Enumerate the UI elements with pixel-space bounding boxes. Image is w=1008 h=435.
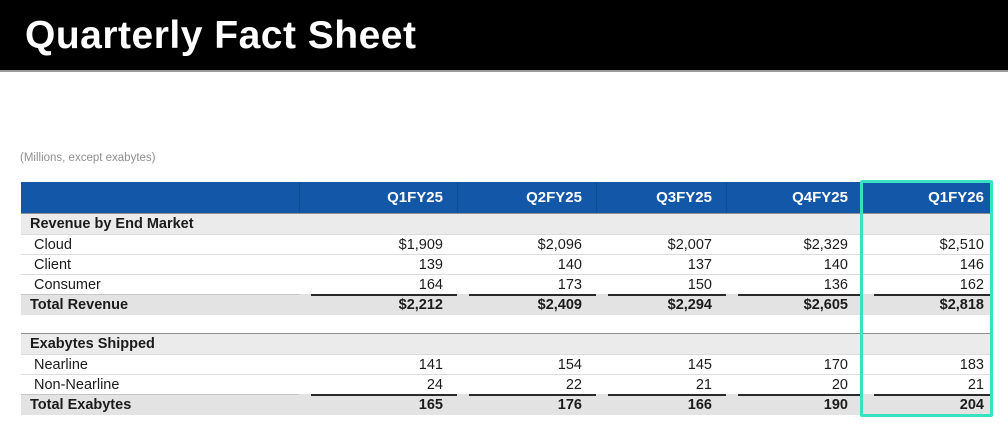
row-label-consumer: Consumer [21,274,299,294]
cloud-value-q2fy25: $2,096 [457,234,596,254]
total-revenue-value-q1fy26: $2,818 [862,294,990,315]
total-exabytes-value-q3fy25: 166 [596,394,726,415]
cloud-value-q3fy25: $2,007 [596,234,726,254]
page-title: Quarterly Fact Sheet [25,13,417,57]
section-heading-exabytes-shipped: Exabytes Shipped [21,333,990,354]
non-nearline-value-q3fy25: 21 [596,374,726,394]
total-row-total-exabytes: Total Exabytes 165 176 166 190 204 [21,394,990,415]
total-label-total-revenue: Total Revenue [21,294,299,315]
section-gap-cell [21,315,990,333]
total-exabytes-value-q4fy25: 190 [726,394,862,415]
data-row-nearline: Nearline 141 154 145 170 183 [21,354,990,374]
column-header-row: Q1FY25 Q2FY25 Q3FY25 Q4FY25 Q1FY26 [21,182,990,213]
column-header-spacer [21,182,299,213]
data-row-non-nearline: Non-Nearline 24 22 21 20 21 [21,374,990,394]
units-note: (Millions, except exabytes) [20,152,156,164]
cloud-value-q1fy25: $1,909 [299,234,457,254]
data-row-consumer: Consumer 164 173 150 136 162 [21,274,990,294]
consumer-value-q1fy26: 162 [862,274,990,294]
nearline-value-q2fy25: 154 [457,354,596,374]
column-header-q2fy25: Q2FY25 [457,182,596,213]
client-value-q2fy25: 140 [457,254,596,274]
total-exabytes-value-q1fy26: 204 [862,394,990,415]
row-label-non-nearline: Non-Nearline [21,374,299,394]
consumer-value-q1fy25: 164 [299,274,457,294]
nearline-value-q1fy26: 183 [862,354,990,374]
non-nearline-value-q4fy25: 20 [726,374,862,394]
total-revenue-value-q1fy25: $2,212 [299,294,457,315]
row-label-cloud: Cloud [21,234,299,254]
section-gap-row [21,315,990,333]
cloud-value-q4fy25: $2,329 [726,234,862,254]
non-nearline-value-q2fy25: 22 [457,374,596,394]
total-label-total-exabytes: Total Exabytes [21,394,299,415]
total-revenue-value-q2fy25: $2,409 [457,294,596,315]
total-row-total-revenue: Total Revenue $2,212 $2,409 $2,294 $2,605 $2,… [21,294,990,315]
total-revenue-value-q4fy25: $2,605 [726,294,862,315]
section-heading-row-revenue-by-end-market: Revenue by End Market [21,213,990,234]
column-header-q3fy25: Q3FY25 [596,182,726,213]
row-label-nearline: Nearline [21,354,299,374]
fact-table-wrap: Q1FY25 Q2FY25 Q3FY25 Q4FY25 Q1FY26 Revenue by… [21,180,993,417]
client-value-q1fy25: 139 [299,254,457,274]
fact-table: Q1FY25 Q2FY25 Q3FY25 Q4FY25 Q1FY26 Revenue by… [21,182,990,415]
cloud-value-q1fy26: $2,510 [862,234,990,254]
client-value-q3fy25: 137 [596,254,726,274]
consumer-value-q4fy25: 136 [726,274,862,294]
consumer-value-q3fy25: 150 [596,274,726,294]
section-heading-row-exabytes-shipped: Exabytes Shipped [21,333,990,354]
data-row-client: Client 139 140 137 140 146 [21,254,990,274]
title-bar: Quarterly Fact Sheet [0,0,1008,72]
section-heading-revenue-by-end-market: Revenue by End Market [21,213,990,234]
total-exabytes-value-q2fy25: 176 [457,394,596,415]
nearline-value-q4fy25: 170 [726,354,862,374]
client-value-q4fy25: 140 [726,254,862,274]
column-header-q1fy26: Q1FY26 [862,182,990,213]
column-header-q1fy25: Q1FY25 [299,182,457,213]
non-nearline-value-q1fy25: 24 [299,374,457,394]
column-header-q4fy25: Q4FY25 [726,182,862,213]
client-value-q1fy26: 146 [862,254,990,274]
non-nearline-value-q1fy26: 21 [862,374,990,394]
total-revenue-value-q3fy25: $2,294 [596,294,726,315]
row-label-client: Client [21,254,299,274]
total-exabytes-value-q1fy25: 165 [299,394,457,415]
nearline-value-q1fy25: 141 [299,354,457,374]
consumer-value-q2fy25: 173 [457,274,596,294]
nearline-value-q3fy25: 145 [596,354,726,374]
data-row-cloud: Cloud $1,909 $2,096 $2,007 $2,329 $2,510 [21,234,990,254]
